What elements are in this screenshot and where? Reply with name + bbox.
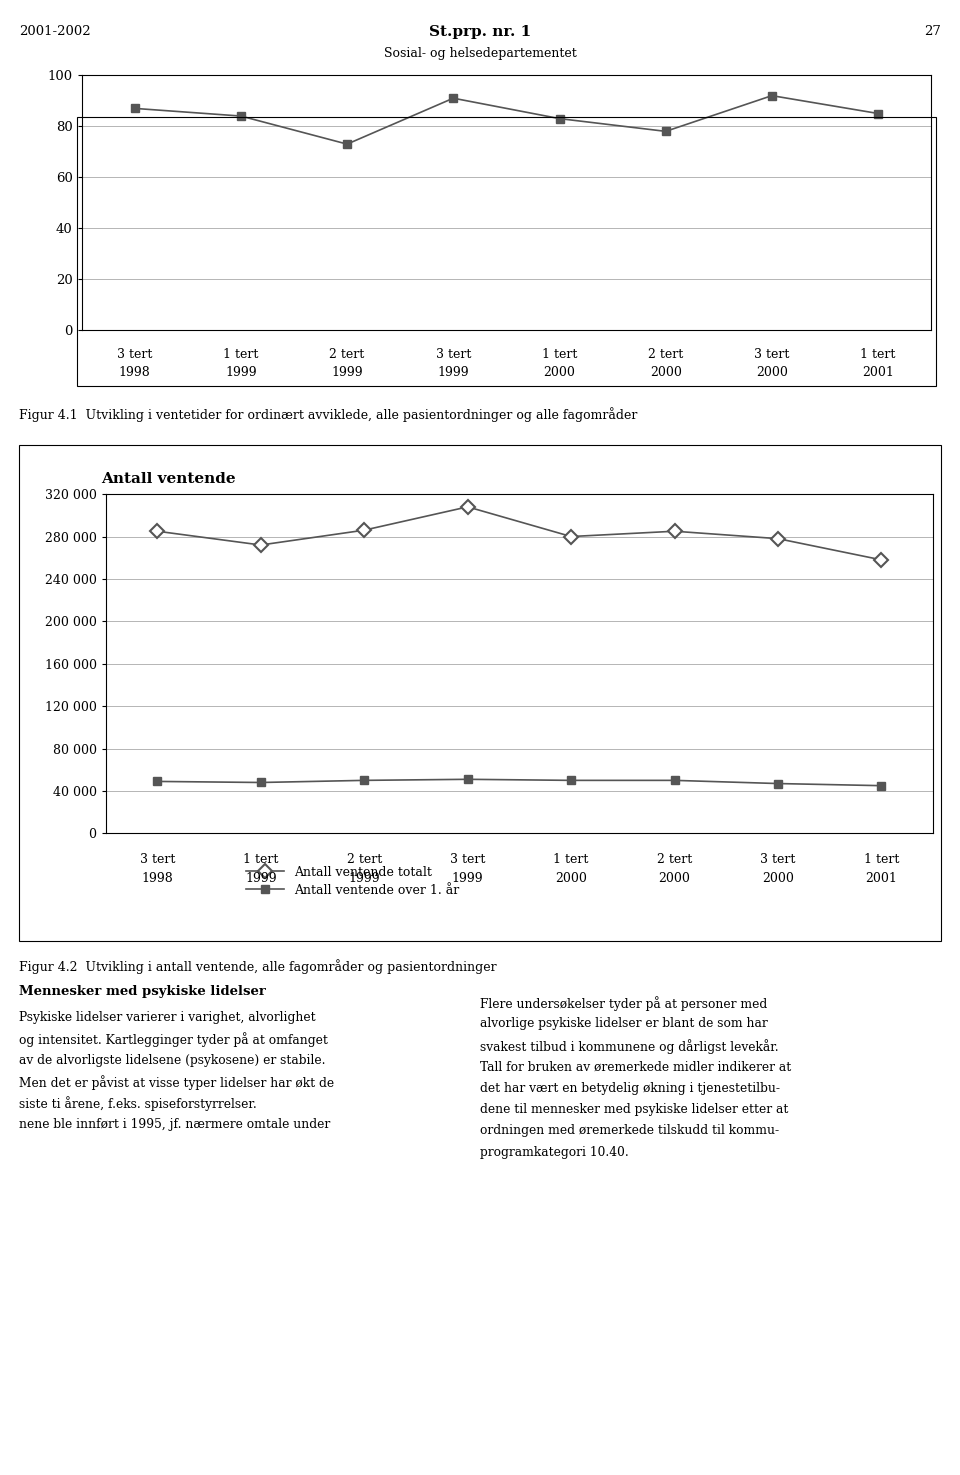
Text: 1999: 1999 <box>225 366 256 379</box>
Text: 2000: 2000 <box>762 872 794 885</box>
Text: 1999: 1999 <box>331 366 363 379</box>
Text: 2000: 2000 <box>543 366 575 379</box>
Antall ventende totalt <box>669 522 681 540</box>
Text: 27: 27 <box>924 25 941 38</box>
Text: 1999: 1999 <box>438 366 469 379</box>
Text: av de alvorligste lidelsene (psykosene) er stabile.: av de alvorligste lidelsene (psykosene) … <box>19 1053 325 1066</box>
Text: og intensitet. Kartlegginger tyder på at omfanget: og intensitet. Kartlegginger tyder på at… <box>19 1032 328 1047</box>
Text: St.prp. nr. 1: St.prp. nr. 1 <box>429 25 531 38</box>
Text: 1 tert: 1 tert <box>541 348 577 361</box>
Text: 2 tert: 2 tert <box>657 853 692 866</box>
Text: 1999: 1999 <box>348 872 380 885</box>
Antall ventende totalt <box>565 528 577 546</box>
Text: 3 tert: 3 tert <box>450 853 486 866</box>
Text: 2001: 2001 <box>866 872 898 885</box>
Text: 2 tert: 2 tert <box>347 853 382 866</box>
Text: 3 tert: 3 tert <box>760 853 796 866</box>
Text: Figur 4.2  Utvikling i antall ventende, alle fagområder og pasientordninger: Figur 4.2 Utvikling i antall ventende, a… <box>19 959 497 974</box>
Text: siste ti årene, f.eks. spiseforstyrrelser.: siste ti årene, f.eks. spiseforstyrrelse… <box>19 1096 257 1111</box>
Text: 2000: 2000 <box>659 872 690 885</box>
Text: Flere undersøkelser tyder på at personer med: Flere undersøkelser tyder på at personer… <box>480 996 767 1010</box>
Text: Sosial- og helsedepartementet: Sosial- og helsedepartementet <box>384 47 576 60</box>
Text: ordningen med øremerkede tilskudd til kommu-: ordningen med øremerkede tilskudd til ko… <box>480 1124 780 1137</box>
Antall ventende over 1. år <box>876 777 887 795</box>
Line: Antall ventende totalt: Antall ventende totalt <box>153 502 886 565</box>
Text: 1999: 1999 <box>245 872 276 885</box>
Text: 2000: 2000 <box>555 872 587 885</box>
Text: 1 tert: 1 tert <box>243 853 278 866</box>
Legend: Antall ventende totalt, Antall ventende over 1. år: Antall ventende totalt, Antall ventende … <box>247 866 459 897</box>
Text: Tall for bruken av øremerkede midler indikerer at: Tall for bruken av øremerkede midler ind… <box>480 1061 791 1074</box>
Text: Men det er påvist at visse typer lidelser har økt de: Men det er påvist at visse typer lidelse… <box>19 1075 334 1090</box>
Antall ventende over 1. år <box>462 770 473 788</box>
Text: dene til mennesker med psykiske lidelser etter at: dene til mennesker med psykiske lidelser… <box>480 1103 788 1117</box>
Antall ventende totalt <box>152 522 163 540</box>
Text: 2000: 2000 <box>650 366 682 379</box>
Text: 1999: 1999 <box>452 872 484 885</box>
Text: Mennesker med psykiske lidelser: Mennesker med psykiske lidelser <box>19 985 266 999</box>
Text: 3 tert: 3 tert <box>117 348 153 361</box>
Text: 2001: 2001 <box>862 366 894 379</box>
Text: 1998: 1998 <box>141 872 173 885</box>
Text: programkategori 10.40.: programkategori 10.40. <box>480 1146 629 1159</box>
Antall ventende totalt <box>462 499 473 516</box>
Text: 2001-2002: 2001-2002 <box>19 25 91 38</box>
Text: 3 tert: 3 tert <box>139 853 175 866</box>
Text: 1998: 1998 <box>119 366 151 379</box>
Antall ventende totalt <box>255 535 267 553</box>
Antall ventende totalt <box>876 552 887 569</box>
Text: Figur 4.1  Utvikling i ventetider for ordinært avviklede, alle pasientordninger : Figur 4.1 Utvikling i ventetider for ord… <box>19 407 637 422</box>
Text: 3 tert: 3 tert <box>755 348 789 361</box>
Text: det har vært en betydelig økning i tjenestetilbu-: det har vært en betydelig økning i tjene… <box>480 1081 780 1094</box>
Antall ventende over 1. år <box>358 771 370 789</box>
Antall ventende over 1. år <box>772 774 783 792</box>
Text: nene ble innført i 1995, jf. nærmere omtale under: nene ble innført i 1995, jf. nærmere omt… <box>19 1118 330 1131</box>
Text: alvorlige psykiske lidelser er blant de som har: alvorlige psykiske lidelser er blant de … <box>480 1018 768 1031</box>
Antall ventende totalt <box>772 530 783 547</box>
Line: Antall ventende over 1. år: Antall ventende over 1. år <box>154 776 885 789</box>
Text: svakest tilbud i kommunene og dårligst levekår.: svakest tilbud i kommunene og dårligst l… <box>480 1038 779 1053</box>
Antall ventende over 1. år <box>669 771 681 789</box>
Text: 1 tert: 1 tert <box>224 348 258 361</box>
Text: 1 tert: 1 tert <box>553 853 588 866</box>
Text: 2 tert: 2 tert <box>648 348 684 361</box>
Text: 1 tert: 1 tert <box>860 348 896 361</box>
Antall ventende over 1. år <box>152 773 163 791</box>
Text: 1 tert: 1 tert <box>864 853 900 866</box>
Text: 3 tert: 3 tert <box>436 348 471 361</box>
Antall ventende totalt <box>358 521 370 538</box>
Text: 2 tert: 2 tert <box>329 348 365 361</box>
Text: 2000: 2000 <box>756 366 788 379</box>
Text: Antall ventende: Antall ventende <box>101 472 235 485</box>
Text: Psykiske lidelser varierer i varighet, alvorlighet: Psykiske lidelser varierer i varighet, a… <box>19 1010 316 1024</box>
Antall ventende over 1. år <box>565 771 577 789</box>
Antall ventende over 1. år <box>255 773 267 791</box>
